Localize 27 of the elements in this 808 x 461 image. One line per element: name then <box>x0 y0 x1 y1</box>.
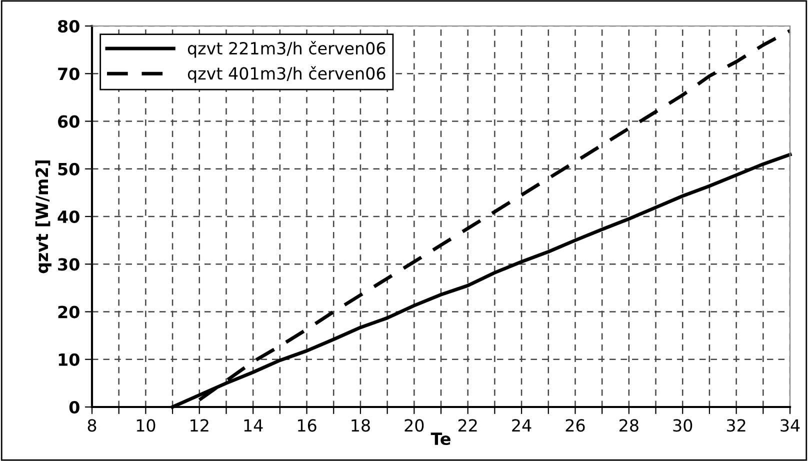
y-tick-label: 20 <box>58 306 80 318</box>
x-tick-label: 18 <box>352 419 370 432</box>
y-tick-label: 30 <box>58 258 80 271</box>
y-tick-label: 80 <box>58 20 80 33</box>
y-tick-label: 10 <box>58 353 80 366</box>
x-tick-label: 10 <box>136 419 156 432</box>
x-tick-label: 14 <box>244 419 263 432</box>
x-tick-label: 12 <box>190 419 208 432</box>
x-tick-label: 34 <box>780 419 800 432</box>
x-tick-label: 28 <box>620 419 638 432</box>
x-tick-label: 26 <box>566 419 585 432</box>
y-tick-label: 60 <box>58 115 80 128</box>
legend-label: qzvt 221m3/h červen06 <box>188 41 386 58</box>
y-tick-label: 70 <box>58 68 80 80</box>
y-tick-label: 0 <box>69 400 80 414</box>
x-axis-title: Te <box>430 432 450 446</box>
y-tick-label: 40 <box>58 210 80 224</box>
x-tick-label: 30 <box>673 419 692 432</box>
x-tick-label: 22 <box>458 419 477 432</box>
x-tick-label: 16 <box>298 419 316 432</box>
y-axis-title: qzvt [W/m2] <box>35 160 52 274</box>
x-tick-label: 24 <box>512 419 532 432</box>
x-tick-label: 32 <box>726 419 746 432</box>
y-tick-label: 50 <box>58 162 80 176</box>
legend-label: qzvt 401m3/h červen06 <box>188 66 386 83</box>
x-tick-label: 20 <box>404 419 424 432</box>
x-tick-label: 8 <box>88 419 96 432</box>
